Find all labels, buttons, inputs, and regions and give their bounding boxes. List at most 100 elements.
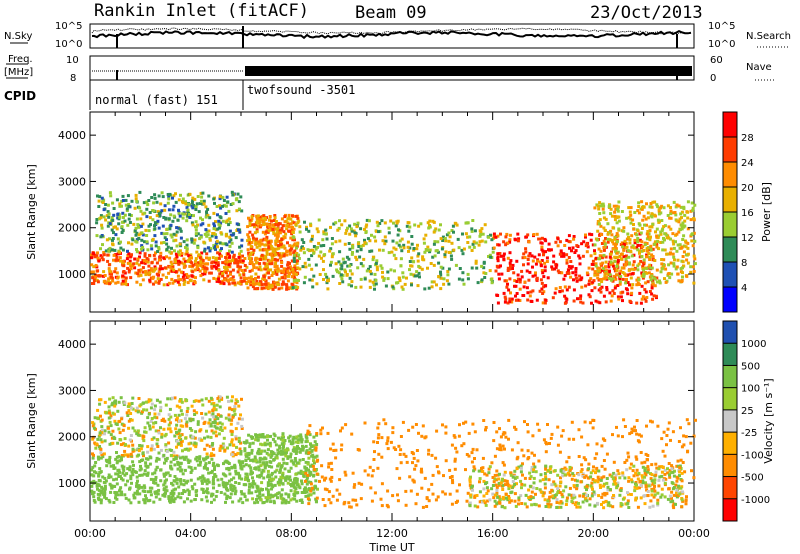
- echo-cell: [347, 257, 351, 261]
- echo-cell: [271, 271, 275, 275]
- echo-cell: [126, 194, 130, 198]
- echo-cell: [307, 263, 311, 267]
- echo-cell: [99, 254, 103, 258]
- echo-cell: [387, 231, 391, 235]
- echo-cell: [190, 201, 194, 205]
- echo-cell: [186, 214, 190, 218]
- echo-cell: [306, 462, 310, 466]
- echo-cell: [98, 398, 101, 402]
- echo-cell: [451, 481, 455, 485]
- echo-cell: [154, 267, 158, 271]
- echo-cell: [170, 235, 174, 239]
- echo-cell: [641, 245, 645, 249]
- echo-cell: [480, 264, 484, 268]
- echo-cell: [190, 485, 194, 489]
- echo-cell: [172, 239, 176, 243]
- echo-cell: [203, 266, 207, 270]
- echo-cell: [666, 471, 670, 475]
- echo-cell: [282, 230, 286, 234]
- echo-cell: [237, 499, 241, 503]
- echo-cell: [492, 232, 496, 236]
- echo-cell: [584, 244, 588, 248]
- echo-cell: [261, 433, 265, 436]
- echo-cell: [162, 427, 166, 431]
- echo-cell: [174, 487, 177, 491]
- echo-cell: [614, 207, 618, 211]
- echo-cell: [166, 193, 170, 196]
- echo-cell: [177, 208, 180, 212]
- echo-cell: [473, 457, 476, 460]
- echo-cell: [210, 500, 213, 504]
- echo-cell: [106, 224, 110, 228]
- echo-cell: [615, 232, 619, 236]
- echo-cell: [100, 223, 104, 227]
- nave-tick-bottom: 0: [710, 73, 716, 84]
- echo-cell: [120, 493, 123, 497]
- echo-cell: [287, 272, 291, 276]
- echo-cell: [318, 273, 322, 276]
- echo-cell: [363, 277, 367, 281]
- echo-cell: [146, 471, 150, 475]
- echo-cell: [213, 418, 217, 422]
- echo-cell: [287, 477, 291, 481]
- echo-cell: [92, 474, 96, 478]
- echo-cell: [114, 472, 118, 476]
- echo-cell: [613, 214, 617, 218]
- echo-cell: [628, 210, 632, 214]
- echo-cell: [660, 204, 664, 208]
- echo-cell: [352, 485, 356, 489]
- echo-cell: [580, 463, 584, 467]
- echo-cell: [558, 240, 562, 244]
- echo-cell: [276, 227, 280, 231]
- echo-cell: [270, 471, 274, 475]
- echo-cell: [316, 487, 319, 491]
- echo-cell: [216, 397, 220, 400]
- echo-cell: [386, 277, 390, 281]
- echo-cell: [677, 440, 681, 443]
- echo-cell: [237, 440, 241, 443]
- echo-cell: [266, 268, 270, 272]
- echo-cell: [150, 437, 154, 441]
- echo-cell: [234, 259, 238, 263]
- echo-cell: [152, 500, 156, 504]
- echo-cell: [180, 433, 184, 437]
- echo-cell: [503, 300, 507, 304]
- echo-cell: [637, 433, 641, 437]
- colorbar-tick-label: 20: [741, 183, 754, 194]
- echo-cell: [281, 473, 285, 477]
- echo-cell: [174, 456, 178, 460]
- echo-cell: [410, 242, 414, 246]
- echo-cell: [540, 281, 544, 285]
- echo-cell: [381, 248, 385, 252]
- echo-cell: [374, 239, 378, 243]
- echo-cell: [462, 247, 466, 251]
- echo-cell: [130, 470, 134, 474]
- echo-cell: [187, 448, 191, 452]
- echo-cell: [102, 215, 106, 219]
- echo-cell: [155, 442, 159, 446]
- echo-cell: [109, 414, 113, 418]
- echo-cell: [154, 481, 158, 485]
- echo-cell: [591, 426, 595, 430]
- colorbar-swatch: [723, 262, 737, 288]
- echo-cell: [172, 488, 176, 492]
- echo-cell: [190, 204, 194, 208]
- echo-cell: [666, 236, 670, 240]
- echo-cell: [571, 271, 575, 275]
- echo-cell: [254, 466, 258, 470]
- echo-cell: [620, 266, 624, 270]
- echo-cell: [435, 465, 439, 469]
- echo-cell: [490, 281, 494, 285]
- echo-cell: [147, 229, 151, 233]
- echo-cell: [513, 279, 517, 283]
- echo-cell: [559, 476, 562, 480]
- echo-cell: [235, 229, 239, 232]
- echo-cell: [242, 464, 246, 468]
- echo-cell: [175, 255, 179, 259]
- echo-cell: [596, 266, 600, 270]
- echo-cell: [284, 232, 288, 236]
- echo-cell: [543, 284, 547, 288]
- echo-cell: [260, 481, 264, 485]
- echo-cell: [144, 228, 148, 232]
